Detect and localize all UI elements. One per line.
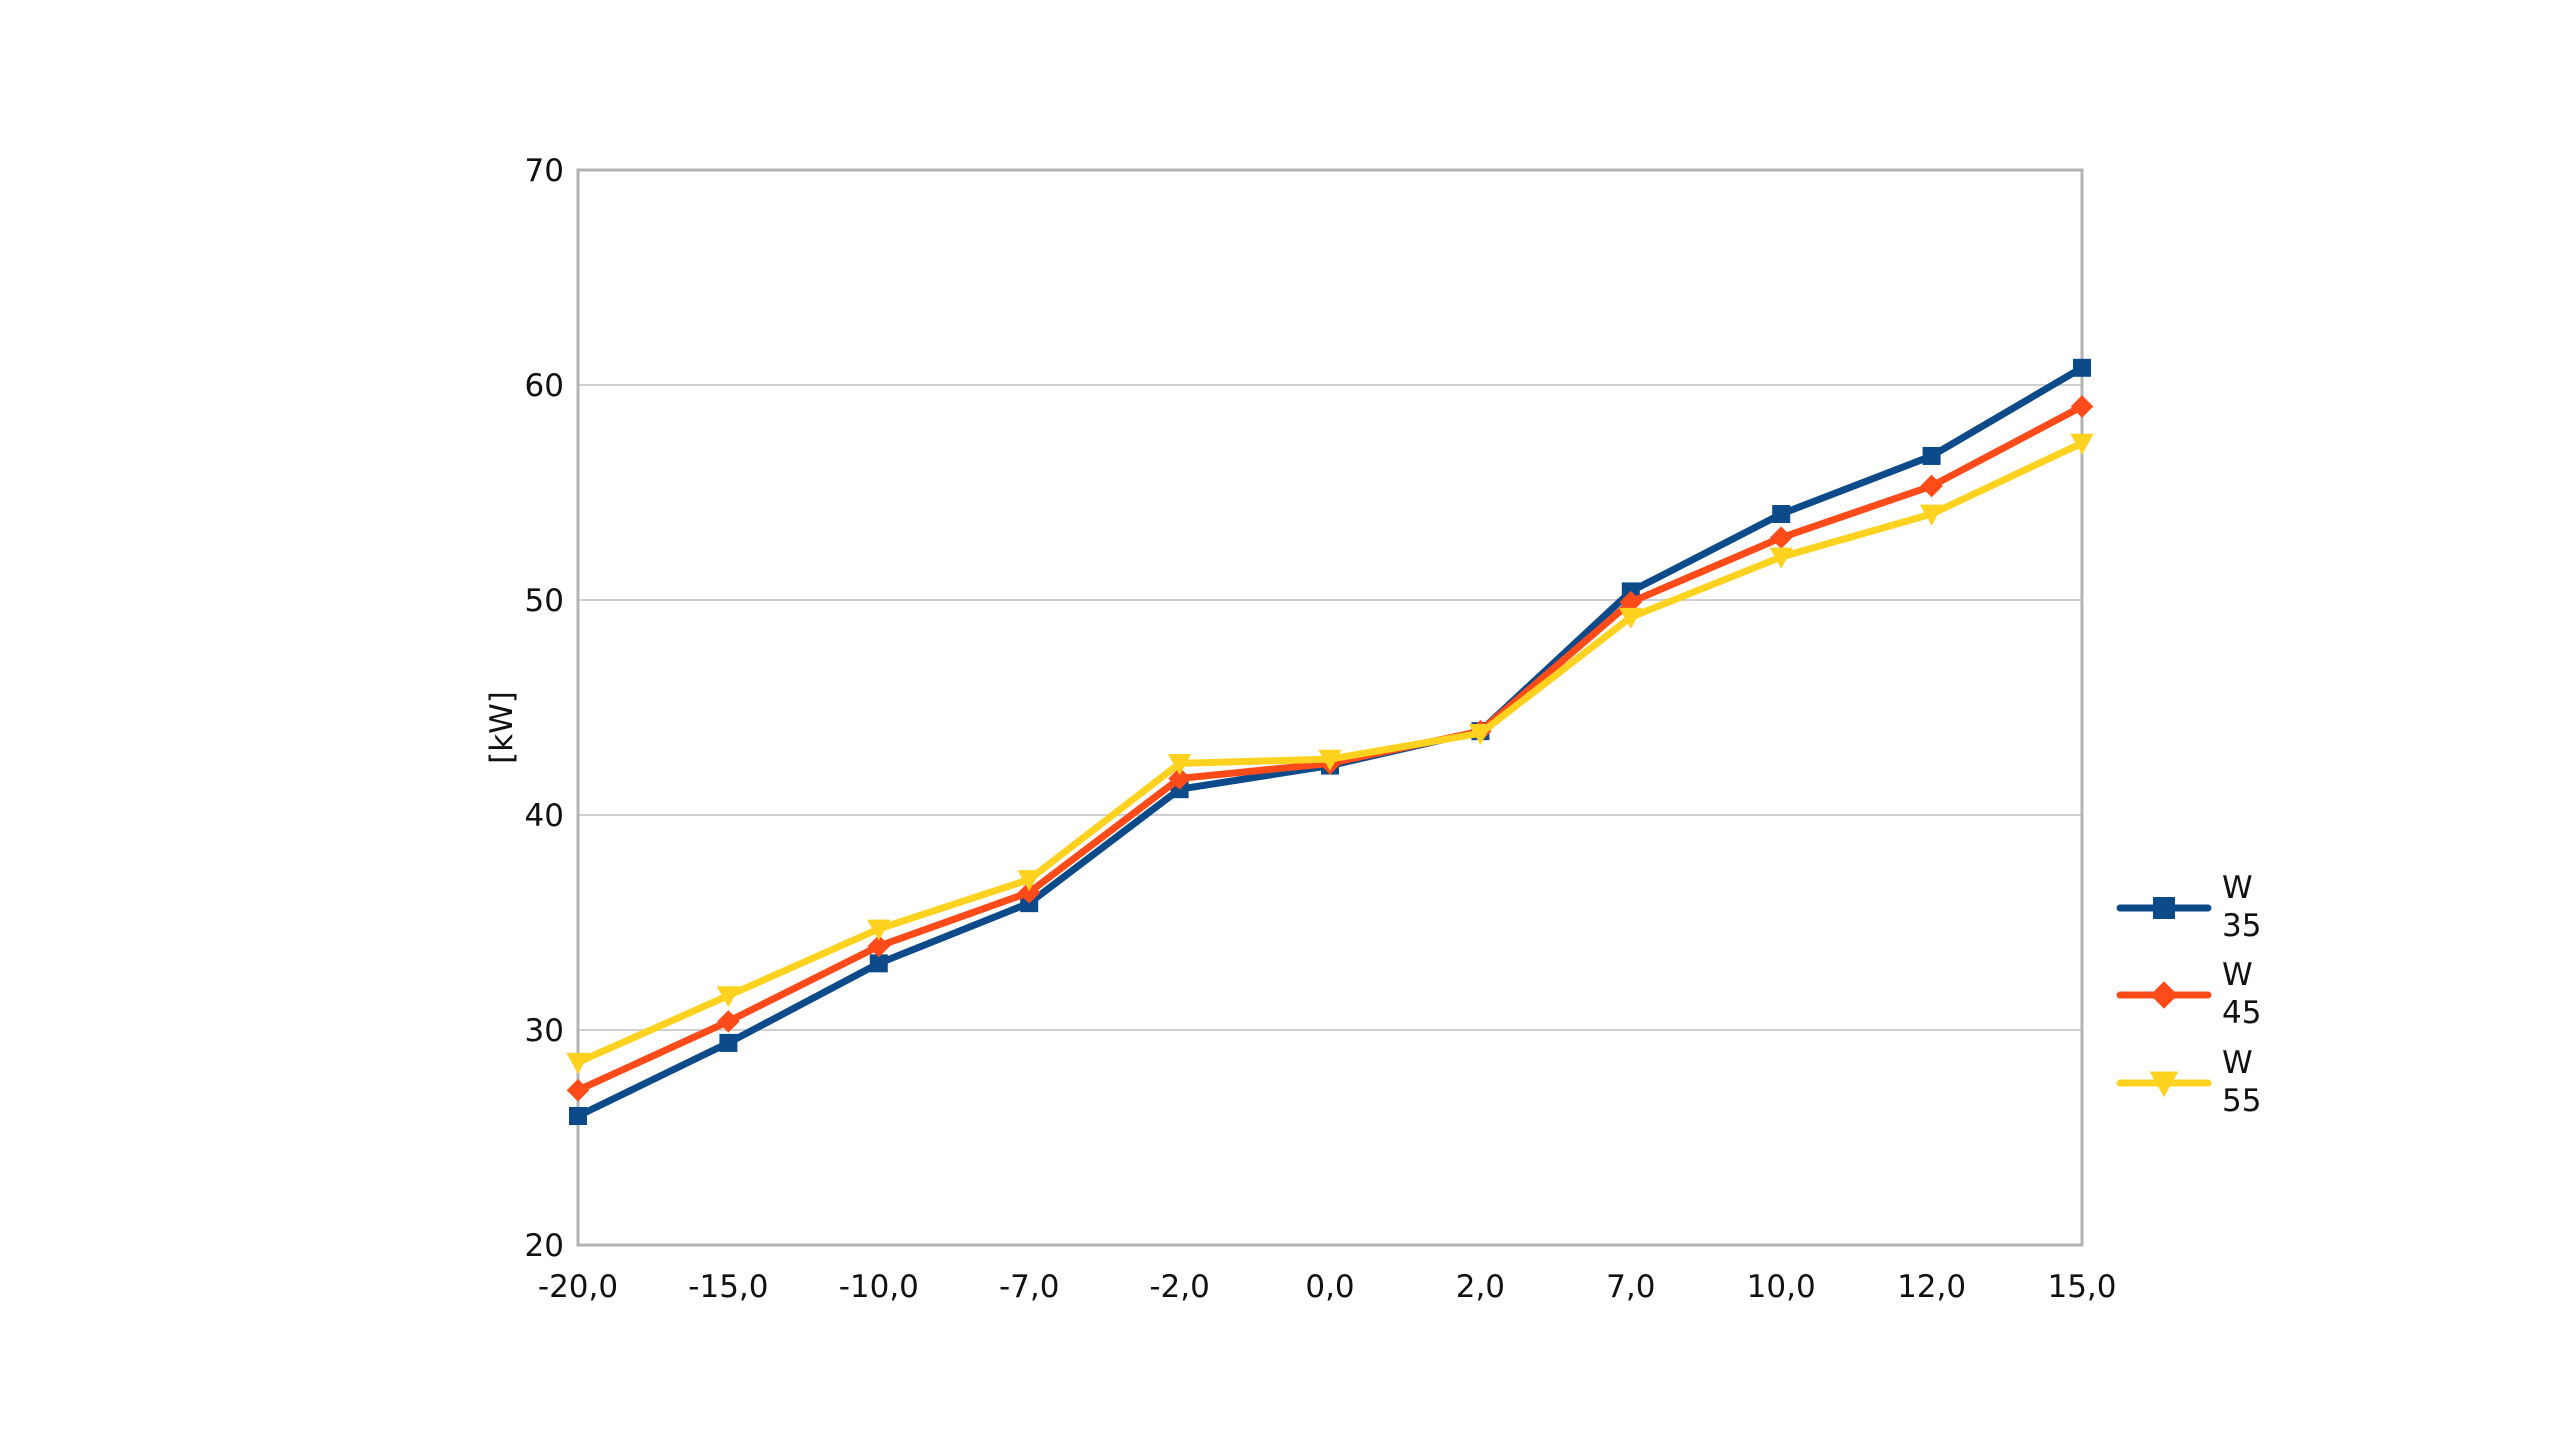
data-point xyxy=(1920,474,1943,498)
y-tick-label: 50 xyxy=(525,583,564,619)
series-line xyxy=(574,403,2086,1094)
data-point xyxy=(1619,607,1643,629)
data-point xyxy=(1919,504,1944,526)
legend-label: 55 xyxy=(2222,1083,2261,1119)
data-point xyxy=(1318,749,1342,771)
legend-swatch-marker xyxy=(2149,1071,2179,1098)
y-tick-label: 20 xyxy=(525,1228,564,1264)
data-point xyxy=(1922,446,1941,465)
series-w-35 xyxy=(569,358,2091,1125)
data-point xyxy=(2070,433,2094,455)
data-point xyxy=(717,1010,740,1033)
data-point xyxy=(1769,526,1793,549)
y-tick-label: 40 xyxy=(525,798,564,834)
data-point xyxy=(1167,754,1192,776)
data-point xyxy=(869,954,888,973)
x-tick-label: -2,0 xyxy=(1149,1269,1210,1305)
x-axis-tick-labels: -20,0 -15,0 -10,0 -7,0 -2,0 0,0 2,0 7,0 10,0 12,0… xyxy=(538,1269,2117,1305)
x-tick-label: 12,0 xyxy=(1897,1269,1966,1305)
x-tick-label: 7,0 xyxy=(1606,1269,1655,1305)
data-point xyxy=(569,1107,587,1125)
x-tick-label: 2,0 xyxy=(1456,1269,1505,1305)
series-w-55 xyxy=(566,433,2094,1074)
y-axis-label: [kW] xyxy=(484,691,520,764)
data-point xyxy=(1168,767,1191,790)
data-point xyxy=(1769,547,1793,569)
data-point xyxy=(2070,395,2094,418)
data-point xyxy=(566,1052,590,1074)
x-tick-label: 15,0 xyxy=(2047,1269,2116,1305)
legend-label: 35 xyxy=(2222,908,2261,944)
data-point xyxy=(1619,590,1643,614)
legend-entry: W35 xyxy=(2116,870,2261,944)
series-w-45 xyxy=(566,395,2094,1102)
data-point xyxy=(716,986,741,1008)
y-axis-tick-labels: 20 30 40 50 60 70 xyxy=(525,153,564,1264)
legend-swatch-marker xyxy=(2153,897,2175,919)
x-tick-label: 0,0 xyxy=(1305,1269,1354,1305)
data-point xyxy=(867,934,891,958)
data-point xyxy=(1017,870,1041,892)
y-tick-label: 70 xyxy=(525,153,564,189)
data-point xyxy=(1772,505,1791,523)
x-tick-label: -10,0 xyxy=(839,1269,919,1305)
data-point xyxy=(2073,358,2091,377)
y-tick-label: 60 xyxy=(525,368,564,404)
plot-area-frame xyxy=(576,168,2084,1247)
x-tick-label: -7,0 xyxy=(999,1269,1060,1305)
legend-label: W xyxy=(2222,957,2253,993)
x-tick-label: -20,0 xyxy=(538,1269,618,1305)
data-point xyxy=(1017,881,1041,904)
legend-label: W xyxy=(2222,1045,2253,1081)
data-point xyxy=(719,1033,738,1052)
grid-lines xyxy=(578,169,2082,1246)
legend-label: 45 xyxy=(2222,995,2261,1031)
legend-entry: W55 xyxy=(2116,1045,2261,1119)
series-layer xyxy=(566,358,2094,1125)
y-tick-label: 30 xyxy=(525,1013,564,1049)
legend-label: W xyxy=(2222,870,2253,906)
data-point xyxy=(566,1078,590,1102)
data-point xyxy=(1468,723,1493,745)
x-tick-label: 10,0 xyxy=(1747,1269,1816,1305)
data-point xyxy=(867,919,891,941)
legend-entry: W45 xyxy=(2116,957,2261,1031)
x-tick-label: -15,0 xyxy=(688,1269,768,1305)
series-line xyxy=(574,364,2086,1120)
legend-swatch-marker xyxy=(2150,981,2178,1009)
